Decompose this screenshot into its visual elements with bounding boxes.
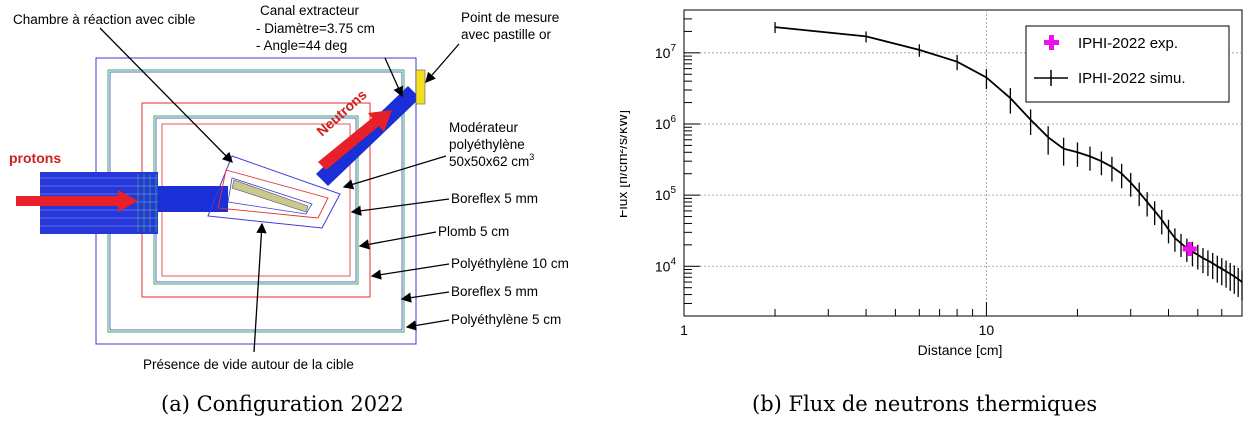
- x-tick-label: 10: [979, 322, 995, 338]
- label-plomb: Plomb 5 cm: [438, 224, 509, 239]
- legend-box: [1025, 25, 1230, 103]
- y-tick-labels: 104 105 106 107: [655, 43, 677, 274]
- exp-point: [1182, 241, 1197, 256]
- label-poly10: Polyéthylène 10 cm: [451, 256, 569, 271]
- label-protons: protons: [9, 150, 61, 166]
- y-tick-label: 106: [655, 114, 677, 132]
- ticks: [683, 9, 1243, 317]
- gold-pellet: [415, 69, 426, 105]
- legend-exp-label: IPHI-2022 exp.: [1078, 35, 1178, 52]
- label-canal-diam: - Diamètre=3.75 cm: [256, 21, 375, 36]
- label-canal-angle: - Angle=44 deg: [256, 38, 347, 53]
- flux-chart: 104 105 106 107 1 10 Distance [cm] Flux [n/c…: [620, 9, 1243, 358]
- legend-exp-marker: [1044, 35, 1059, 50]
- y-axis-label: Flux [n/cm²/s/kW]: [620, 110, 630, 218]
- label-vide: Présence de vide autour de la cible: [143, 357, 354, 372]
- neutrons-arrow: [318, 110, 392, 170]
- target: [231, 179, 309, 213]
- label-canal-title: Canal extracteur: [260, 3, 360, 18]
- exp-marker-v: [1187, 241, 1193, 256]
- label-boreflex-outer: Boreflex 5 mm: [451, 284, 538, 299]
- x-axis-label: Distance [cm]: [918, 342, 1003, 358]
- label-moderator-2: polyéthylène: [449, 137, 525, 152]
- label-chamber: Chambre à réaction avec cible: [13, 12, 195, 27]
- label-boreflex-inner: Boreflex 5 mm: [451, 191, 538, 206]
- extraction-channel: [316, 69, 426, 186]
- legend-simu-marker: [1034, 70, 1068, 86]
- series: [774, 22, 1243, 301]
- label-point-2: avec pastille or: [461, 27, 552, 42]
- beam-line: [16, 172, 228, 234]
- reaction-chamber: [207, 155, 341, 229]
- label-moderator-sup: 3: [529, 152, 534, 162]
- label-moderator-3: 50x50x62 cm3: [449, 152, 534, 169]
- panel-a-diagram: Neutrons Chambre à réaction avec cible C…: [9, 3, 569, 372]
- protons-arrow: [16, 190, 138, 212]
- label-moderator-1: Modérateur: [449, 120, 519, 135]
- y-tick-label: 107: [655, 43, 677, 61]
- y-tick-label: 105: [655, 185, 677, 203]
- y-tick-label: 104: [655, 256, 677, 274]
- x-tick-label: 1: [680, 322, 688, 338]
- caption-b: (b) Flux de neutrons thermiques: [752, 392, 1098, 416]
- label-point-1: Point de mesure: [461, 10, 559, 25]
- label-poly5: Polyéthylène 5 cm: [451, 312, 561, 327]
- legend-simu-label: IPHI-2022 simu.: [1078, 70, 1186, 87]
- caption-a: (a) Configuration 2022: [161, 392, 404, 416]
- x-tick-labels: 1 10: [680, 322, 994, 338]
- legend: IPHI-2022 exp. IPHI-2022 simu.: [1025, 25, 1230, 103]
